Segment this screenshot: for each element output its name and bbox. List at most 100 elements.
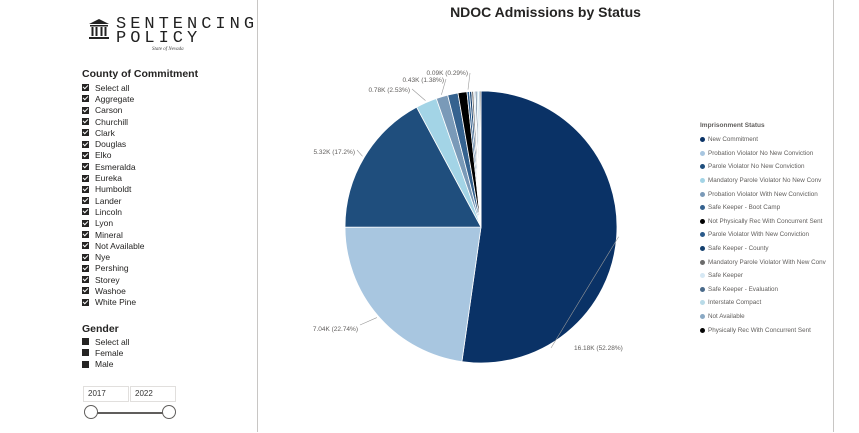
county-option[interactable]: Select all bbox=[82, 82, 144, 93]
legend-marker bbox=[700, 273, 705, 279]
legend-item[interactable]: Interstate Compact bbox=[700, 296, 850, 310]
year-slider-end-handle[interactable] bbox=[162, 405, 176, 419]
year-end-input[interactable]: 2022 bbox=[130, 386, 176, 402]
legend-item[interactable]: Probation Violator No New Conviction bbox=[700, 147, 850, 161]
year-slider-track[interactable] bbox=[91, 412, 169, 414]
data-label-leader bbox=[356, 149, 363, 157]
legend-item[interactable]: Parole Violator With New Conviction bbox=[700, 228, 850, 242]
logo-subtitle: State of Nevada bbox=[152, 47, 184, 52]
gender-option[interactable]: Female bbox=[82, 347, 130, 358]
checkbox[interactable] bbox=[82, 264, 89, 272]
county-option[interactable]: Lyon bbox=[82, 218, 144, 229]
county-option[interactable]: Not Available bbox=[82, 240, 144, 251]
checkbox[interactable] bbox=[82, 129, 89, 137]
county-option-label: Pershing bbox=[95, 263, 129, 274]
county-option[interactable]: Humboldt bbox=[82, 184, 144, 195]
legend-item[interactable]: Mandatory Parole Violator With New Conv bbox=[700, 255, 850, 269]
county-option[interactable]: Lander bbox=[82, 195, 144, 206]
county-option[interactable]: Eureka bbox=[82, 172, 144, 183]
county-option[interactable]: Washoe bbox=[82, 285, 144, 296]
pie-slice[interactable] bbox=[344, 226, 482, 363]
legend-label: Mandatory Parole Violator With New Conv bbox=[708, 258, 826, 266]
county-option-label: Nye bbox=[95, 252, 111, 263]
checkbox[interactable] bbox=[82, 84, 89, 92]
legend-item[interactable]: Parole Violator No New Conviction bbox=[700, 160, 850, 174]
logo-text-line1: SENTENCING bbox=[116, 15, 259, 34]
legend-marker bbox=[700, 232, 705, 238]
data-label-leader bbox=[550, 236, 619, 349]
county-option-label: Select all bbox=[95, 82, 130, 93]
county-option-label: Aggregate bbox=[95, 93, 135, 104]
legend-item[interactable]: Mandatory Parole Violator No New Conv bbox=[700, 174, 850, 188]
legend-item[interactable]: Physically Rec With Concurrent Sent bbox=[700, 323, 850, 337]
pie-slice[interactable] bbox=[344, 106, 482, 228]
checkbox[interactable] bbox=[82, 185, 89, 193]
county-option[interactable]: White Pine bbox=[82, 297, 144, 308]
legend-item[interactable]: Safe Keeper bbox=[700, 269, 850, 283]
chart-legend: Imprisonment Status New Commitment Probat… bbox=[700, 122, 850, 337]
county-option[interactable]: Carson bbox=[82, 105, 144, 116]
checkbox[interactable] bbox=[82, 151, 89, 159]
county-option[interactable]: Aggregate bbox=[82, 93, 144, 104]
legend-item[interactable]: Safe Keeper - Evaluation bbox=[700, 283, 850, 297]
gender-slicer-list: Select all Female Male bbox=[82, 336, 130, 370]
checkbox[interactable] bbox=[82, 219, 89, 227]
county-option[interactable]: Douglas bbox=[82, 138, 144, 149]
county-option[interactable]: Clark bbox=[82, 127, 144, 138]
county-option-label: Lyon bbox=[95, 218, 114, 229]
data-label-leader bbox=[411, 88, 426, 101]
legend-marker bbox=[700, 218, 705, 224]
data-label: 7.04K (22.74%) bbox=[313, 326, 358, 333]
legend-label: Probation Violator No New Conviction bbox=[708, 149, 814, 157]
gender-option[interactable]: Male bbox=[82, 359, 130, 370]
county-option[interactable]: Churchill bbox=[82, 116, 144, 127]
checkbox[interactable] bbox=[82, 276, 89, 284]
checkbox[interactable] bbox=[82, 338, 89, 346]
checkbox[interactable] bbox=[82, 298, 89, 306]
legend-item[interactable]: Not Physically Rec With Concurrent Sent bbox=[700, 215, 850, 229]
pie-slice[interactable] bbox=[479, 90, 482, 228]
legend-marker bbox=[700, 150, 705, 156]
county-option[interactable]: Esmeralda bbox=[82, 161, 144, 172]
checkbox[interactable] bbox=[82, 360, 89, 368]
data-label-leader bbox=[441, 78, 447, 95]
checkbox[interactable] bbox=[82, 106, 89, 114]
legend-item[interactable]: Safe Keeper - County bbox=[700, 242, 850, 256]
filter-sidebar: SENTENCING POLICY State of Nevada County… bbox=[0, 0, 255, 433]
legend-item[interactable]: Probation Violator With New Conviction bbox=[700, 187, 850, 201]
checkbox[interactable] bbox=[82, 253, 89, 261]
county-option[interactable]: Elko bbox=[82, 150, 144, 161]
county-slicer-title: County of Commitment bbox=[82, 68, 199, 80]
checkbox[interactable] bbox=[82, 163, 89, 171]
checkbox[interactable] bbox=[82, 231, 89, 238]
county-option[interactable]: Nye bbox=[82, 251, 144, 262]
legend-label: Safe Keeper - Evaluation bbox=[708, 285, 779, 293]
checkbox[interactable] bbox=[82, 287, 89, 295]
checkbox[interactable] bbox=[82, 174, 89, 182]
checkbox[interactable] bbox=[82, 349, 89, 357]
chart-title: NDOC Admissions by Status bbox=[450, 4, 641, 20]
legend-item[interactable]: New Commitment bbox=[700, 133, 850, 147]
pie-slice[interactable] bbox=[461, 90, 618, 364]
gender-option[interactable]: Select all bbox=[82, 336, 130, 347]
legend-label: New Commitment bbox=[708, 136, 759, 144]
checkbox[interactable] bbox=[82, 197, 89, 205]
county-option[interactable]: Lincoln bbox=[82, 206, 144, 217]
county-option-label: Mineral bbox=[95, 229, 123, 240]
gender-option-label: Female bbox=[95, 347, 124, 358]
checkbox[interactable] bbox=[82, 95, 89, 103]
data-label: 5.32K (17.2%) bbox=[313, 149, 355, 156]
county-option[interactable]: Mineral bbox=[82, 229, 144, 240]
legend-item[interactable]: Not Available bbox=[700, 310, 850, 324]
legend-item[interactable]: Safe Keeper - Boot Camp bbox=[700, 201, 850, 215]
checkbox[interactable] bbox=[82, 208, 89, 216]
county-option[interactable]: Pershing bbox=[82, 263, 144, 274]
checkbox[interactable] bbox=[82, 140, 89, 148]
checkbox[interactable] bbox=[82, 242, 89, 250]
year-start-input[interactable]: 2017 bbox=[83, 386, 129, 402]
legend-marker bbox=[700, 314, 705, 320]
county-option[interactable]: Storey bbox=[82, 274, 144, 285]
data-label: 0.09K (0.29%) bbox=[426, 70, 468, 77]
year-slider-start-handle[interactable] bbox=[84, 405, 98, 419]
checkbox[interactable] bbox=[82, 118, 89, 126]
